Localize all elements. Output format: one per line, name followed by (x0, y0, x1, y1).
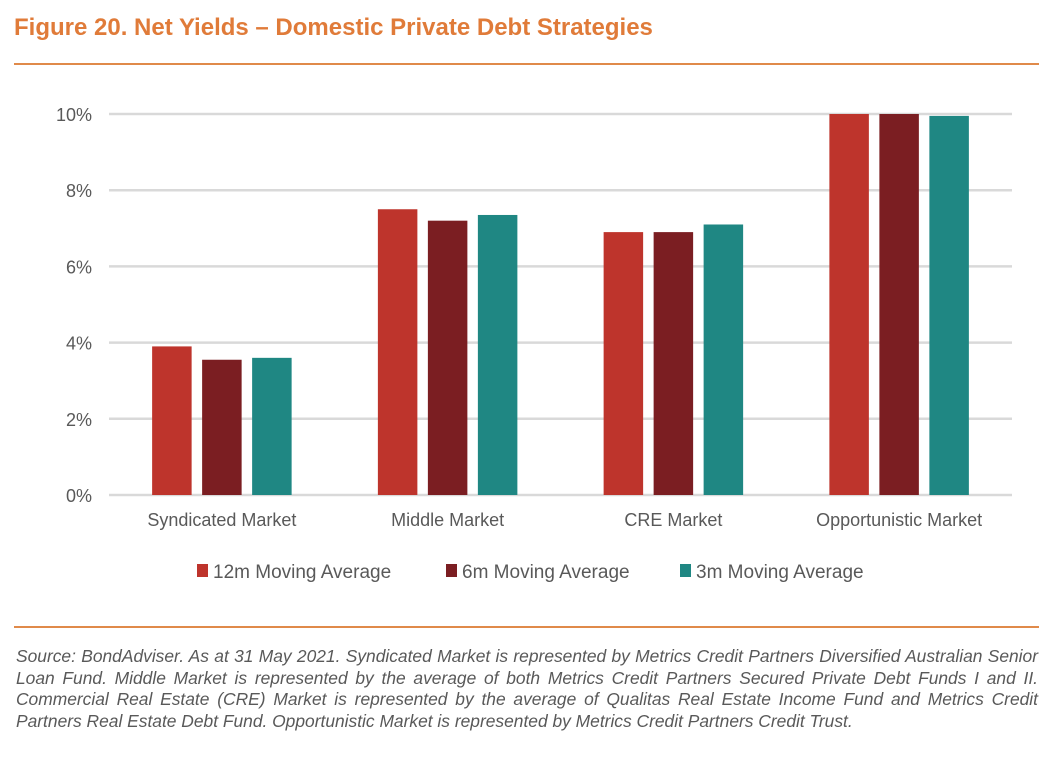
title-divider (14, 63, 1039, 65)
legend-swatch (446, 564, 457, 577)
bar-6m-moving-average (653, 232, 694, 496)
legend-label: 6m Moving Average (462, 562, 630, 583)
bar-6m-moving-average (202, 359, 242, 495)
bar-3m-moving-average (477, 214, 518, 495)
bar-6m-moving-average (427, 220, 468, 495)
legend-label: 3m Moving Average (696, 562, 864, 583)
x-axis-categories: Syndicated Market Middle Market CRE Market… (147, 510, 982, 530)
legend-swatch (197, 564, 208, 577)
bar-12m-moving-average (377, 209, 418, 495)
y-tick-label: 4% (66, 334, 92, 354)
source-footnote: Source: BondAdviser. As at 31 May 2021. … (16, 646, 1038, 731)
legend: 12m Moving Average 6m Moving Average 3m Mo… (197, 562, 864, 583)
x-category-label: Opportunistic Market (816, 510, 982, 530)
bar-3m-moving-average (929, 115, 969, 495)
bar-3m-moving-average (252, 357, 292, 495)
bar-12m-moving-average (603, 232, 644, 496)
bar-12m-moving-average (829, 114, 869, 495)
bar-3m-moving-average (703, 224, 744, 496)
legend-item: 12m Moving Average (197, 562, 391, 583)
legend-swatch (680, 564, 691, 577)
y-tick-label: 10% (56, 105, 92, 125)
legend-item: 3m Moving Average (680, 562, 864, 583)
bar-chart: 0% 2% 4% 6% 8% 10% Syndicated Market Middle Ma… (56, 105, 1012, 583)
y-tick-label: 0% (66, 486, 92, 506)
gridlines (109, 112, 1012, 497)
bar-12m-moving-average (152, 346, 192, 495)
y-tick-label: 2% (66, 410, 92, 430)
legend-item: 6m Moving Average (446, 562, 630, 583)
y-axis-ticks: 0% 2% 4% 6% 8% 10% (56, 105, 92, 506)
footnote-divider (14, 626, 1039, 628)
bar-6m-moving-average (879, 114, 919, 495)
x-category-label: Middle Market (391, 510, 504, 530)
x-category-label: Syndicated Market (147, 510, 296, 530)
legend-label: 12m Moving Average (213, 562, 391, 583)
figure-title: Figure 20. Net Yields – Domestic Private… (14, 14, 653, 41)
y-tick-label: 6% (66, 257, 92, 277)
bars (152, 114, 969, 496)
y-tick-label: 8% (66, 181, 92, 201)
x-category-label: CRE Market (624, 510, 722, 530)
